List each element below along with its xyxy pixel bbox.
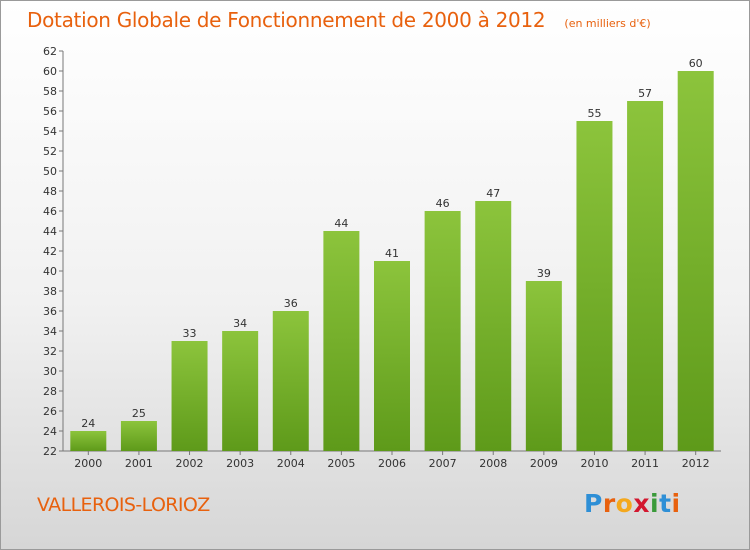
x-tick-label: 2003 (226, 457, 254, 470)
bar (323, 231, 360, 451)
y-tick-label: 54 (43, 125, 57, 138)
x-tick-label: 2011 (631, 457, 659, 470)
x-tick-label: 2000 (74, 457, 102, 470)
y-tick-label: 38 (43, 285, 57, 298)
bar-value-label: 44 (334, 217, 348, 230)
bar (120, 421, 157, 451)
bar (627, 101, 664, 451)
x-tick-label: 2006 (378, 457, 406, 470)
y-tick-label: 40 (43, 265, 57, 278)
bar-value-label: 25 (132, 407, 146, 420)
commune-name: VALLEROIS-LORIOZ (37, 494, 210, 516)
y-tick-label: 50 (43, 165, 57, 178)
bar-value-label: 39 (537, 267, 551, 280)
bar (424, 211, 461, 451)
logo-letter: P (584, 489, 603, 518)
y-tick-label: 32 (43, 345, 57, 358)
bar (576, 121, 613, 451)
bar-value-label: 34 (233, 317, 247, 330)
bar (677, 71, 714, 451)
logo-letter: t (659, 489, 672, 518)
proxiti-logo: Proxiti (584, 489, 681, 518)
y-tick-label: 44 (43, 225, 57, 238)
x-tick-label: 2010 (580, 457, 608, 470)
bar (374, 261, 410, 451)
bar (475, 201, 512, 451)
y-tick-label: 42 (43, 245, 57, 258)
chart-title: Dotation Globale de Fonctionnement de 20… (27, 8, 546, 32)
bar (525, 281, 562, 451)
bar (272, 311, 309, 451)
x-tick-label: 2007 (429, 457, 457, 470)
title-row: Dotation Globale de Fonctionnement de 20… (27, 8, 651, 32)
x-tick-label: 2005 (327, 457, 355, 470)
x-tick-label: 2002 (176, 457, 204, 470)
y-tick-label: 46 (43, 205, 57, 218)
y-tick-label: 60 (43, 65, 57, 78)
y-tick-label: 56 (43, 105, 57, 118)
y-tick-label: 62 (43, 45, 57, 58)
y-tick-label: 52 (43, 145, 57, 158)
bar-value-label: 57 (638, 87, 652, 100)
bar-value-label: 46 (436, 197, 450, 210)
chart-subtitle: (en milliers d'€) (564, 17, 651, 30)
x-tick-label: 2009 (530, 457, 558, 470)
axes: 22 24 26 28 30 32 34 36 38 40 42 44 46 48 50 52 54 56 58 60… (43, 45, 721, 470)
bar (222, 331, 259, 451)
logo-letter: i (671, 489, 681, 518)
bar-value-label: 55 (587, 107, 601, 120)
y-tick-label: 24 (43, 425, 57, 438)
x-tick-label: 2004 (277, 457, 305, 470)
bar-value-label: 47 (486, 187, 500, 200)
y-tick-label: 34 (43, 325, 57, 338)
logo-letter: x (633, 489, 650, 518)
bar-value-label: 36 (284, 297, 298, 310)
bar (171, 341, 208, 451)
y-tick-label: 26 (43, 405, 57, 418)
bars: 24 25 33 34 36 44 41 46 47 39 55 57 60 (70, 57, 714, 451)
bar-value-label: 41 (385, 247, 399, 260)
x-tick-label: 2001 (125, 457, 153, 470)
y-tick-label: 28 (43, 385, 57, 398)
y-tick-label: 22 (43, 445, 57, 458)
bar-value-label: 24 (81, 417, 95, 430)
x-tick-label: 2008 (479, 457, 507, 470)
y-tick-label: 48 (43, 185, 57, 198)
y-tick-label: 30 (43, 365, 57, 378)
bar (70, 431, 107, 451)
logo-letter: r (602, 489, 616, 518)
bar-value-label: 60 (689, 57, 703, 70)
logo-letter: i (650, 489, 660, 518)
y-tick-label: 36 (43, 305, 57, 318)
x-tick-label: 2012 (682, 457, 710, 470)
logo-letter: o (615, 489, 634, 518)
bar-value-label: 33 (183, 327, 197, 340)
y-tick-label: 58 (43, 85, 57, 98)
